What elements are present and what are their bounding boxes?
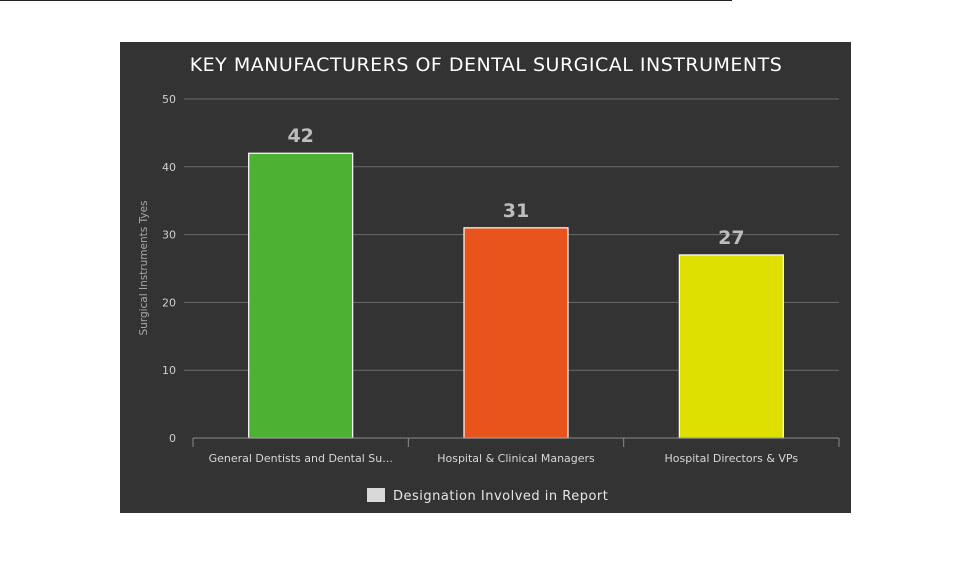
y-axis-ticks: 0 10 20 30 40 50 bbox=[162, 93, 176, 445]
data-label: 27 bbox=[718, 227, 744, 249]
legend-label[interactable]: Designation Involved in Report bbox=[393, 489, 608, 504]
bar[interactable] bbox=[463, 227, 569, 439]
top-rule bbox=[0, 0, 732, 1]
x-tick-label: Hospital & Clinical Managers bbox=[437, 452, 595, 465]
y-axis-label: Surgical Instruments Tyes bbox=[138, 201, 150, 336]
y-tick-label: 0 bbox=[169, 432, 176, 445]
y-tick-label: 30 bbox=[162, 229, 176, 242]
bar[interactable] bbox=[248, 152, 354, 439]
y-tick-label: 20 bbox=[162, 296, 176, 309]
chart-panel: KEY MANUFACTURERS OF DENTAL SURGICAL INS… bbox=[120, 42, 851, 513]
bar[interactable] bbox=[678, 254, 784, 439]
x-tick-label: Hospital Directors & VPs bbox=[665, 452, 799, 465]
y-tick-label: 10 bbox=[162, 364, 176, 377]
data-label: 42 bbox=[287, 125, 313, 147]
bars: 42 31 27 bbox=[248, 125, 784, 439]
x-axis: General Dentists and Dental Su... Hospita… bbox=[192, 437, 840, 465]
bar-chart: KEY MANUFACTURERS OF DENTAL SURGICAL INS… bbox=[120, 42, 851, 513]
chart-title: KEY MANUFACTURERS OF DENTAL SURGICAL INS… bbox=[190, 54, 783, 76]
legend[interactable]: Designation Involved in Report bbox=[367, 488, 608, 504]
y-tick-label: 50 bbox=[162, 93, 176, 106]
legend-swatch[interactable] bbox=[367, 488, 385, 502]
data-label: 31 bbox=[503, 200, 529, 222]
y-tick-label: 40 bbox=[162, 161, 176, 174]
x-tick-label: General Dentists and Dental Su... bbox=[209, 452, 393, 465]
